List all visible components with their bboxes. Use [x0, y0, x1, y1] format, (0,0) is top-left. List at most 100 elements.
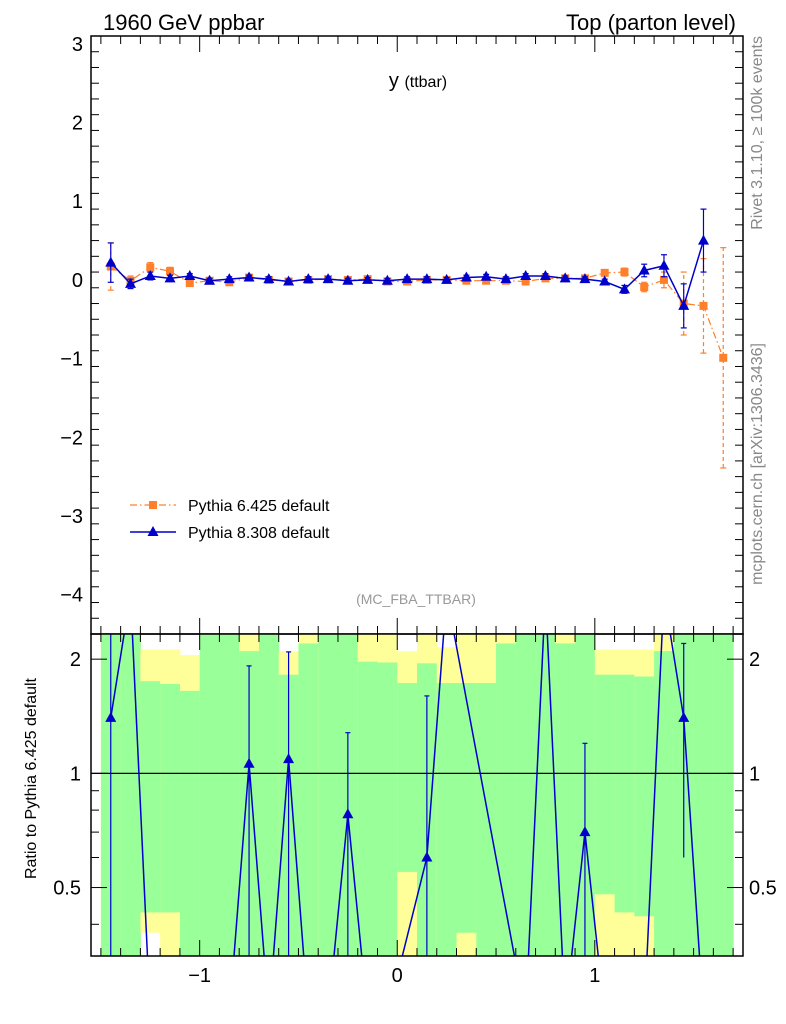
legend-label-series1: Pythia 6.425 default: [188, 498, 330, 515]
data-point-triangle: [520, 269, 532, 280]
band-green: [120, 634, 141, 956]
band-green: [318, 634, 339, 956]
band-green: [693, 634, 714, 956]
band-green: [397, 683, 418, 872]
band-green: [456, 683, 477, 933]
series-line: [110, 266, 724, 359]
legend-marker-series1: [149, 501, 157, 509]
band-green: [377, 662, 398, 956]
data-point-square: [620, 268, 629, 277]
data-point-square: [719, 353, 728, 362]
data-point-triangle: [184, 269, 196, 280]
ratio-xtick-label: 0: [392, 965, 403, 987]
main-ytick-label: 2: [72, 113, 83, 135]
main-ytick-label: −1: [60, 349, 83, 371]
main-frame: [90, 35, 744, 635]
data-point-triangle: [322, 273, 334, 284]
ratio-ytick-label: 0.5: [53, 878, 81, 900]
analysis-label: (MC_FBA_TTBAR): [356, 591, 476, 607]
data-point-triangle: [164, 272, 176, 283]
ratio-bands: [100, 634, 734, 956]
main-ytick-label: 1: [72, 191, 83, 213]
ratio-series-layer: [105, 634, 701, 956]
ratio-data-point: [421, 851, 433, 862]
data-point-square: [600, 268, 609, 277]
data-point-triangle: [381, 274, 393, 285]
main-ytick-label: −2: [60, 427, 83, 449]
legend-label-series2: Pythia 8.308 default: [188, 525, 330, 542]
band-green: [219, 634, 240, 956]
data-point-square: [521, 277, 530, 286]
data-point-triangle: [125, 277, 137, 288]
ratio-panel: 0.5 0.5 1 1 2 2 −1 0 1: [53, 633, 777, 987]
main-panel: −4 −3 −2 −1 0 1 2 3: [60, 34, 744, 635]
data-point-triangle: [500, 273, 512, 284]
band-green: [179, 690, 201, 956]
ratio-axis-ticks: [91, 634, 743, 956]
data-point-triangle: [441, 273, 453, 284]
band-green: [199, 634, 220, 956]
plot-title-main: y: [389, 70, 399, 92]
data-point-triangle: [243, 271, 255, 282]
band-green: [496, 643, 517, 956]
band-green: [258, 634, 280, 956]
data-point-triangle: [421, 273, 433, 284]
data-point-square: [659, 275, 668, 284]
band-green: [436, 683, 458, 956]
data-point-triangle: [342, 274, 354, 285]
data-point-triangle: [678, 299, 690, 310]
header-right-title: Top (parton level): [566, 10, 736, 35]
legend-entry-series1: Pythia 6.425 default: [130, 498, 330, 515]
legend: Pythia 6.425 default Pythia 8.308 defaul…: [130, 498, 330, 542]
main-y-tick-labels: −4 −3 −2 −1 0 1 2 3: [60, 34, 83, 607]
ratio-data-point: [283, 753, 295, 764]
band-green: [515, 634, 537, 956]
band-green: [140, 681, 161, 913]
data-point-triangle: [283, 275, 295, 286]
band-green: [160, 684, 181, 913]
ratio-ytick-label-right: 0.5: [749, 878, 777, 900]
series-1: [106, 242, 728, 469]
band-green: [535, 634, 556, 956]
data-point-triangle: [658, 259, 670, 270]
ratio-x-tick-labels: −1 0 1: [188, 965, 600, 987]
data-point-triangle: [559, 272, 571, 283]
plot-title-sub: (ttbar): [404, 74, 447, 91]
data-point-triangle: [599, 275, 611, 286]
ratio-ytick-label-right: 1: [749, 763, 760, 785]
ratio-ytick-label: 2: [70, 649, 81, 671]
ratio-y-tick-labels: 0.5 0.5 1 1 2 2: [53, 649, 777, 899]
data-point-triangle: [638, 264, 650, 275]
ratio-ytick-label-right: 2: [749, 649, 760, 671]
data-point-triangle: [618, 283, 630, 294]
data-point-triangle: [204, 274, 216, 285]
data-point-square: [185, 279, 194, 288]
ratio-data-point: [342, 808, 354, 819]
ratio-data-point: [243, 757, 255, 768]
band-green: [634, 676, 655, 917]
band-green: [298, 643, 319, 956]
band-green: [654, 651, 675, 956]
data-point-square: [166, 267, 175, 276]
data-point-triangle: [223, 273, 235, 284]
series-2: [105, 208, 709, 329]
ratio-data-point: [678, 711, 690, 722]
band-green: [555, 643, 576, 956]
ratio-xtick-label: −1: [188, 965, 211, 987]
ratio-data-point: [105, 711, 117, 722]
data-point-square: [640, 283, 649, 292]
ratio-data-point: [579, 826, 591, 837]
main-ytick-label: 3: [72, 34, 83, 56]
plot-title: y (ttbar): [389, 70, 447, 92]
main-ytick-label: −3: [60, 506, 83, 528]
band-green: [614, 674, 635, 913]
data-point-triangle: [460, 271, 472, 282]
data-point-triangle: [105, 256, 117, 267]
rivet-label: Rivet 3.1.10, ≥ 100k events: [749, 36, 766, 230]
header-left-title: 1960 GeV ppbar: [103, 10, 264, 35]
data-point-triangle: [697, 234, 709, 245]
band-green: [713, 634, 734, 956]
ratio-ytick-label: 1: [70, 763, 81, 785]
band-green: [357, 661, 378, 956]
